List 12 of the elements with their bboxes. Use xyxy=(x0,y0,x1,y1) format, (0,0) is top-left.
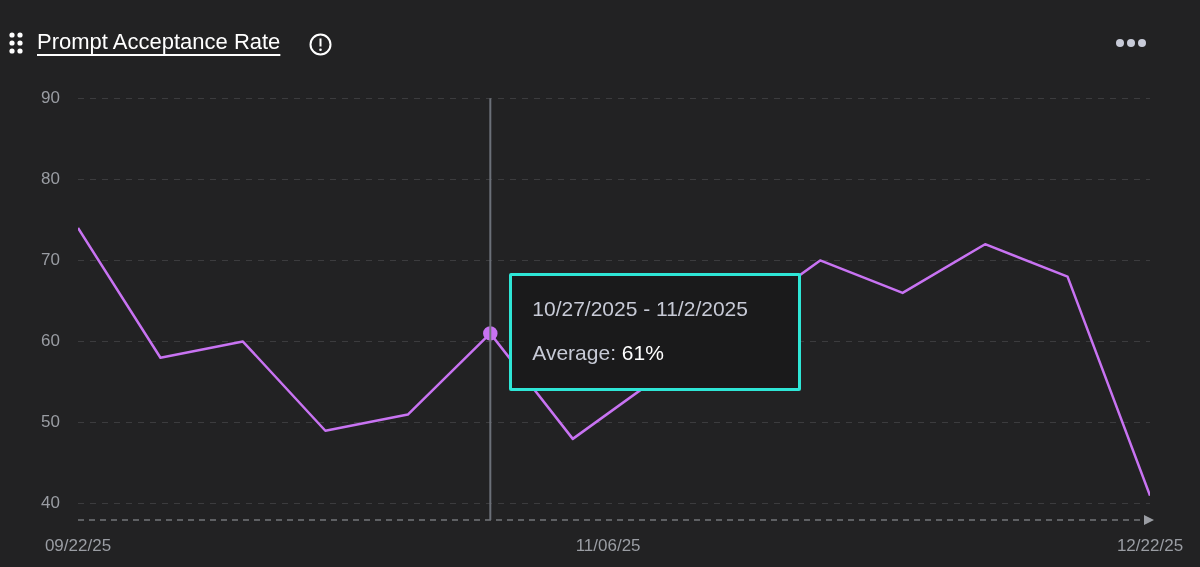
y-tick-label: 70 xyxy=(41,250,60,270)
y-tick-label: 40 xyxy=(41,493,60,513)
y-tick-label: 60 xyxy=(41,331,60,351)
x-tick-label: 09/22/25 xyxy=(44,535,112,555)
chart-title: Prompt Acceptance Rate xyxy=(37,29,281,55)
annotation: 10/27/2025 - 11/2/2025 xyxy=(532,297,748,322)
y-tick-label: 80 xyxy=(41,169,60,188)
x-tick-label: 12/22/25 xyxy=(1116,535,1184,555)
x-tick-label: 11/06/25 xyxy=(575,535,641,555)
y-tick-label: 90 xyxy=(41,87,60,107)
y-tick-label: 50 xyxy=(41,412,60,432)
annotation: Average: 61% xyxy=(532,341,664,366)
